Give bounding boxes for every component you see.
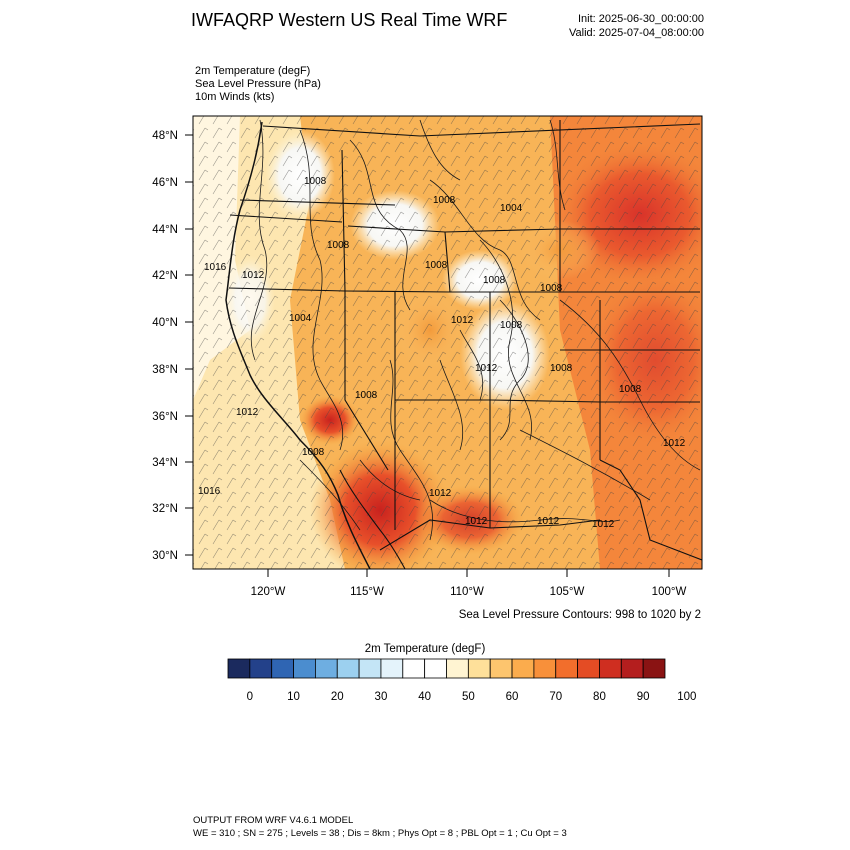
wind-barbs bbox=[193, 116, 702, 569]
init-time: Init: 2025-06-30_00:00:00 bbox=[578, 13, 704, 25]
lat-label: 40°N bbox=[152, 317, 178, 329]
lat-label: 34°N bbox=[152, 457, 178, 469]
pressure-label: 1008 bbox=[433, 195, 456, 206]
colorbar-swatch bbox=[533, 658, 557, 679]
model-output-line: OUTPUT FROM WRF V4.6.1 MODEL bbox=[193, 815, 354, 826]
map-field bbox=[193, 116, 702, 569]
valid-time: Valid: 2025-07-04_08:00:00 bbox=[569, 27, 704, 39]
colorbar-swatch bbox=[402, 658, 426, 679]
lat-label: 46°N bbox=[152, 177, 178, 189]
colorbar-swatch bbox=[511, 658, 535, 679]
variable-label-winds: 10m Winds (kts) bbox=[195, 91, 275, 103]
colorbar-swatch bbox=[314, 658, 338, 679]
colorbar-tick-label: 10 bbox=[287, 691, 300, 703]
pressure-label: 1008 bbox=[500, 320, 523, 331]
colorbar-swatch bbox=[446, 658, 469, 679]
pressure-label: 1008 bbox=[355, 390, 378, 401]
pressure-label: 1012 bbox=[429, 488, 452, 499]
colorbar-tick-label: 90 bbox=[637, 691, 650, 703]
colorbar-tick-labels: 0 10 20 30 40 50 60 70 80 90 100 bbox=[247, 691, 697, 703]
colorbar-tick-label: 20 bbox=[331, 691, 344, 703]
pressure-label: 1004 bbox=[289, 313, 312, 324]
colorbar-tick-label: 40 bbox=[418, 691, 431, 703]
pressure-label: 1012 bbox=[537, 516, 560, 527]
colorbar-tick-label: 50 bbox=[462, 691, 475, 703]
axis-ticks bbox=[185, 134, 670, 577]
latitude-labels: 48°N 46°N 44°N 42°N 40°N 38°N 36°N 34°N … bbox=[152, 130, 178, 562]
colorbar-swatch bbox=[271, 658, 294, 679]
pressure-labels: 1008 1008 1004 1008 1008 1016 1012 1008 … bbox=[198, 176, 686, 530]
pressure-label: 1004 bbox=[500, 203, 523, 214]
lat-label: 42°N bbox=[152, 270, 178, 282]
colorbar-swatch bbox=[642, 658, 666, 679]
pressure-label: 1012 bbox=[451, 315, 474, 326]
pressure-label: 1008 bbox=[302, 447, 325, 458]
lat-label: 36°N bbox=[152, 411, 178, 423]
colorbar-swatch bbox=[489, 658, 513, 679]
colorbar-swatch bbox=[249, 658, 273, 679]
pressure-label: 1008 bbox=[304, 176, 327, 187]
colorbar-swatch bbox=[293, 658, 316, 679]
variable-label-temperature: 2m Temperature (degF) bbox=[195, 65, 311, 77]
pressure-label: 1012 bbox=[236, 407, 259, 418]
pressure-contour-note: Sea Level Pressure Contours: 998 to 1020… bbox=[458, 609, 701, 621]
colorbar-swatch bbox=[620, 658, 644, 679]
lon-label: 120°W bbox=[251, 586, 286, 598]
lat-label: 48°N bbox=[152, 130, 178, 142]
pressure-label: 1016 bbox=[198, 486, 221, 497]
pressure-label: 1012 bbox=[592, 519, 615, 530]
lat-label: 44°N bbox=[152, 224, 178, 236]
lat-label: 30°N bbox=[152, 550, 178, 562]
coastline bbox=[225, 121, 371, 569]
pressure-label: 1008 bbox=[425, 260, 448, 271]
pressure-label: 1008 bbox=[619, 384, 642, 395]
colorbar-swatch bbox=[467, 658, 491, 679]
colorbar-tick-label: 100 bbox=[677, 691, 696, 703]
colorbar-tick-label: 70 bbox=[549, 691, 562, 703]
lon-label: 105°W bbox=[550, 586, 585, 598]
colorbar-tick-label: 30 bbox=[375, 691, 388, 703]
lat-label: 38°N bbox=[152, 364, 178, 376]
model-config-line: WE = 310 ; SN = 275 ; Levels = 38 ; Dis … bbox=[193, 828, 567, 839]
gulf-of-california-coast bbox=[339, 469, 406, 569]
colorbar-swatch bbox=[424, 658, 447, 679]
colorbar-swatch bbox=[336, 658, 360, 679]
lon-label: 110°W bbox=[450, 586, 484, 598]
pressure-label: 1016 bbox=[204, 262, 227, 273]
colorbar-tick-label: 0 bbox=[247, 691, 253, 703]
pressure-label: 1012 bbox=[465, 516, 488, 527]
colorbar bbox=[227, 658, 666, 679]
pressure-label: 1008 bbox=[540, 283, 563, 294]
pressure-label: 1008 bbox=[483, 275, 506, 286]
pressure-label: 1012 bbox=[663, 438, 686, 449]
lon-label: 115°W bbox=[350, 586, 384, 598]
colorbar-swatch bbox=[577, 658, 600, 679]
pressure-contours bbox=[250, 119, 701, 541]
colorbar-title: 2m Temperature (degF) bbox=[364, 643, 486, 655]
variable-label-pressure: Sea Level Pressure (hPa) bbox=[195, 78, 321, 90]
state-boundaries bbox=[228, 120, 702, 561]
colorbar-tick-label: 60 bbox=[506, 691, 519, 703]
lon-label: 100°W bbox=[652, 586, 687, 598]
colorbar-swatch bbox=[380, 658, 404, 679]
colorbar-swatch bbox=[599, 658, 622, 679]
colorbar-swatch bbox=[358, 658, 382, 679]
colorbar-swatch bbox=[227, 658, 251, 679]
pressure-label: 1012 bbox=[475, 363, 498, 374]
lat-label: 32°N bbox=[152, 503, 178, 515]
pressure-label: 1008 bbox=[550, 363, 573, 374]
colorbar-tick-label: 80 bbox=[593, 691, 606, 703]
pressure-label: 1008 bbox=[327, 240, 350, 251]
pressure-label: 1012 bbox=[242, 270, 265, 281]
colorbar-swatch bbox=[555, 658, 579, 679]
plot-title: IWFAQRP Western US Real Time WRF bbox=[191, 10, 508, 30]
longitude-labels: 120°W 115°W 110°W 105°W 100°W bbox=[251, 586, 687, 598]
map-frame bbox=[192, 115, 703, 570]
